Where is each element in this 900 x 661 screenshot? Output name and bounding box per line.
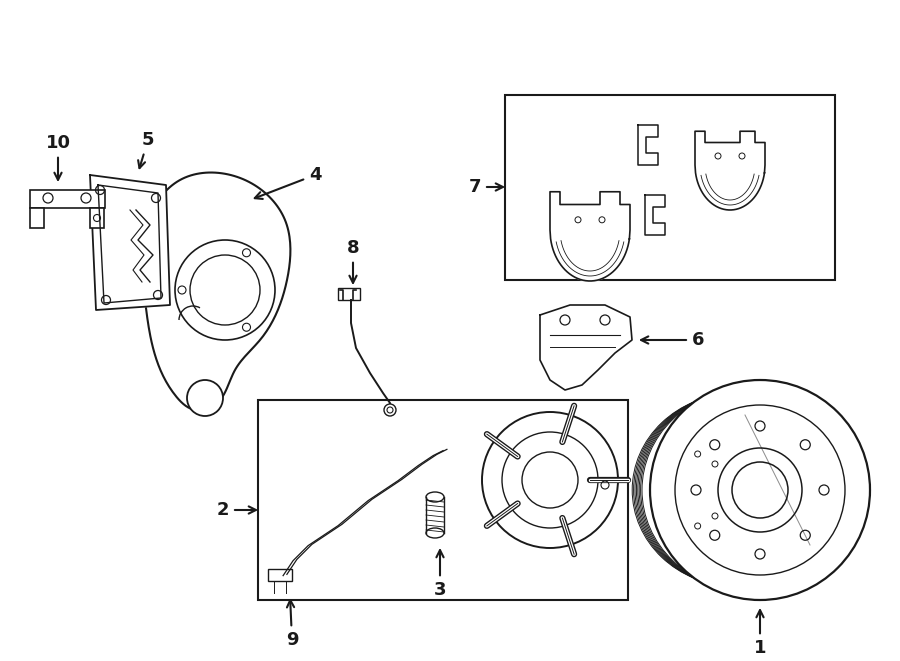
Bar (30, 190, 105, 208)
Text: 2: 2 (217, 501, 256, 519)
Circle shape (175, 240, 275, 340)
Bar (268, 569, 292, 581)
Text: 7: 7 (469, 178, 503, 196)
Circle shape (384, 404, 396, 416)
Bar (258, 400, 628, 600)
Polygon shape (90, 175, 170, 310)
Circle shape (482, 412, 618, 548)
Bar (90, 208, 104, 228)
Circle shape (650, 380, 870, 600)
Text: 10: 10 (46, 134, 70, 180)
Text: 1: 1 (754, 610, 766, 657)
Polygon shape (540, 305, 632, 390)
Text: 8: 8 (346, 239, 359, 283)
Polygon shape (142, 173, 291, 410)
Polygon shape (645, 195, 665, 235)
Circle shape (187, 380, 223, 416)
Text: 3: 3 (434, 550, 446, 599)
Bar (505, 95, 835, 280)
Ellipse shape (426, 528, 444, 538)
Polygon shape (638, 125, 658, 165)
Polygon shape (695, 132, 765, 210)
Bar (30, 208, 44, 228)
Ellipse shape (426, 492, 444, 502)
Bar (338, 288, 360, 300)
Polygon shape (550, 192, 630, 281)
Text: 9: 9 (286, 600, 298, 649)
Bar (426, 497, 444, 533)
Text: 4: 4 (255, 166, 321, 199)
Circle shape (522, 452, 578, 508)
Text: 5: 5 (138, 131, 154, 168)
Polygon shape (98, 185, 161, 303)
Bar (515, 440, 590, 515)
Text: 6: 6 (641, 331, 704, 349)
